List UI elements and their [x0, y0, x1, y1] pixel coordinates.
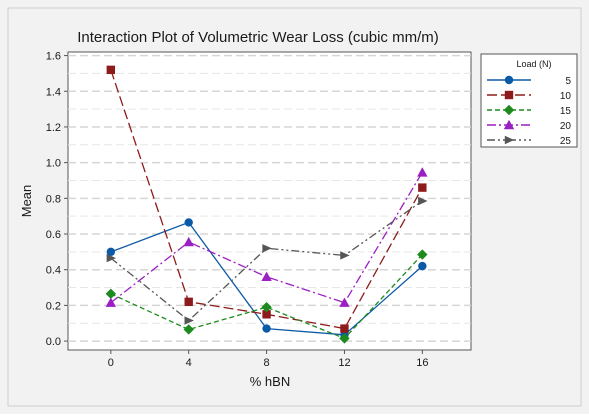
- series-5: [106, 218, 427, 340]
- series-point-10: [262, 310, 271, 319]
- legend-entry-5: 5: [487, 75, 571, 87]
- x-tick-label: 16: [416, 357, 428, 369]
- legend-label: 20: [560, 121, 572, 132]
- y-axis-label: Mean: [19, 185, 34, 218]
- series-point-5: [184, 218, 193, 227]
- legend-entry-15: 15: [487, 104, 572, 117]
- series-10: [106, 65, 427, 333]
- y-axis-ticks: 0.0 0.2 0.4 0.6 0.8 1.0 1.2 1.4 1.6: [46, 51, 68, 348]
- series-point-25: [262, 244, 272, 253]
- series-line-15: [110, 254, 423, 340]
- y-tick-label: 0.4: [46, 265, 61, 277]
- y-tick-label: 1.6: [46, 51, 61, 63]
- y-tick-label: 0.2: [46, 300, 61, 312]
- y-tick-label: 1.0: [46, 158, 61, 170]
- series-20: [105, 167, 428, 307]
- x-tick-label: 4: [186, 357, 192, 369]
- series-point-20: [183, 236, 194, 247]
- y-tick-label: 0.0: [46, 336, 61, 348]
- legend-swatch-marker: [503, 104, 515, 116]
- x-axis-ticks: 0 4 8 12 16: [108, 350, 428, 369]
- legend-box: [480, 53, 578, 148]
- series-point-20: [261, 271, 272, 282]
- series-point-15: [261, 301, 272, 313]
- legend-entry-20: 20: [487, 119, 572, 132]
- series-point-10: [184, 297, 193, 307]
- grid-lines: [68, 54, 471, 342]
- legend-swatch-marker: [504, 90, 514, 100]
- series-point-15: [339, 333, 350, 344]
- series-layer: [105, 65, 428, 344]
- x-axis-label: % hBN: [250, 374, 290, 389]
- legend-label: 25: [560, 136, 572, 147]
- legend-label: 10: [560, 91, 572, 102]
- series-point-10: [106, 65, 116, 75]
- series-15: [105, 249, 428, 344]
- series-point-5: [418, 261, 427, 271]
- series-point-15: [417, 249, 428, 260]
- legend-entry-25: 25: [487, 135, 572, 147]
- series-point-15: [183, 324, 194, 335]
- series-25: [106, 196, 428, 325]
- plot-area: [67, 51, 472, 351]
- legend-title: Load (N): [516, 59, 551, 69]
- legend: Load (N) 5 10 15 20 25: [480, 53, 578, 148]
- legend-swatch-marker: [504, 75, 514, 85]
- chart-title: Interaction Plot of Volumetric Wear Loss…: [77, 29, 439, 46]
- series-point-15: [105, 288, 117, 299]
- series-point-5: [106, 247, 116, 257]
- series-point-5: [262, 324, 271, 333]
- legend-entry-10: 10: [487, 90, 572, 102]
- series-point-20: [105, 297, 117, 307]
- legend-label: 5: [565, 76, 571, 87]
- y-tick-label: 0.8: [46, 193, 61, 205]
- x-tick-label: 8: [264, 357, 270, 369]
- legend-swatch-marker: [503, 119, 515, 130]
- series-point-25: [340, 251, 350, 260]
- series-point-20: [417, 167, 428, 177]
- y-tick-label: 1.4: [46, 86, 61, 98]
- series-point-25: [184, 316, 194, 325]
- series-point-20: [339, 297, 350, 307]
- series-point-25: [106, 253, 117, 263]
- y-tick-label: 1.2: [46, 122, 61, 134]
- series-point-10: [418, 183, 427, 192]
- legend-label: 15: [560, 106, 572, 117]
- y-tick-label: 0.6: [46, 229, 61, 241]
- x-tick-label: 12: [338, 357, 350, 369]
- x-tick-label: 0: [108, 357, 114, 369]
- series-point-25: [418, 196, 428, 206]
- legend-swatch-marker: [504, 135, 515, 145]
- series-point-10: [340, 324, 349, 333]
